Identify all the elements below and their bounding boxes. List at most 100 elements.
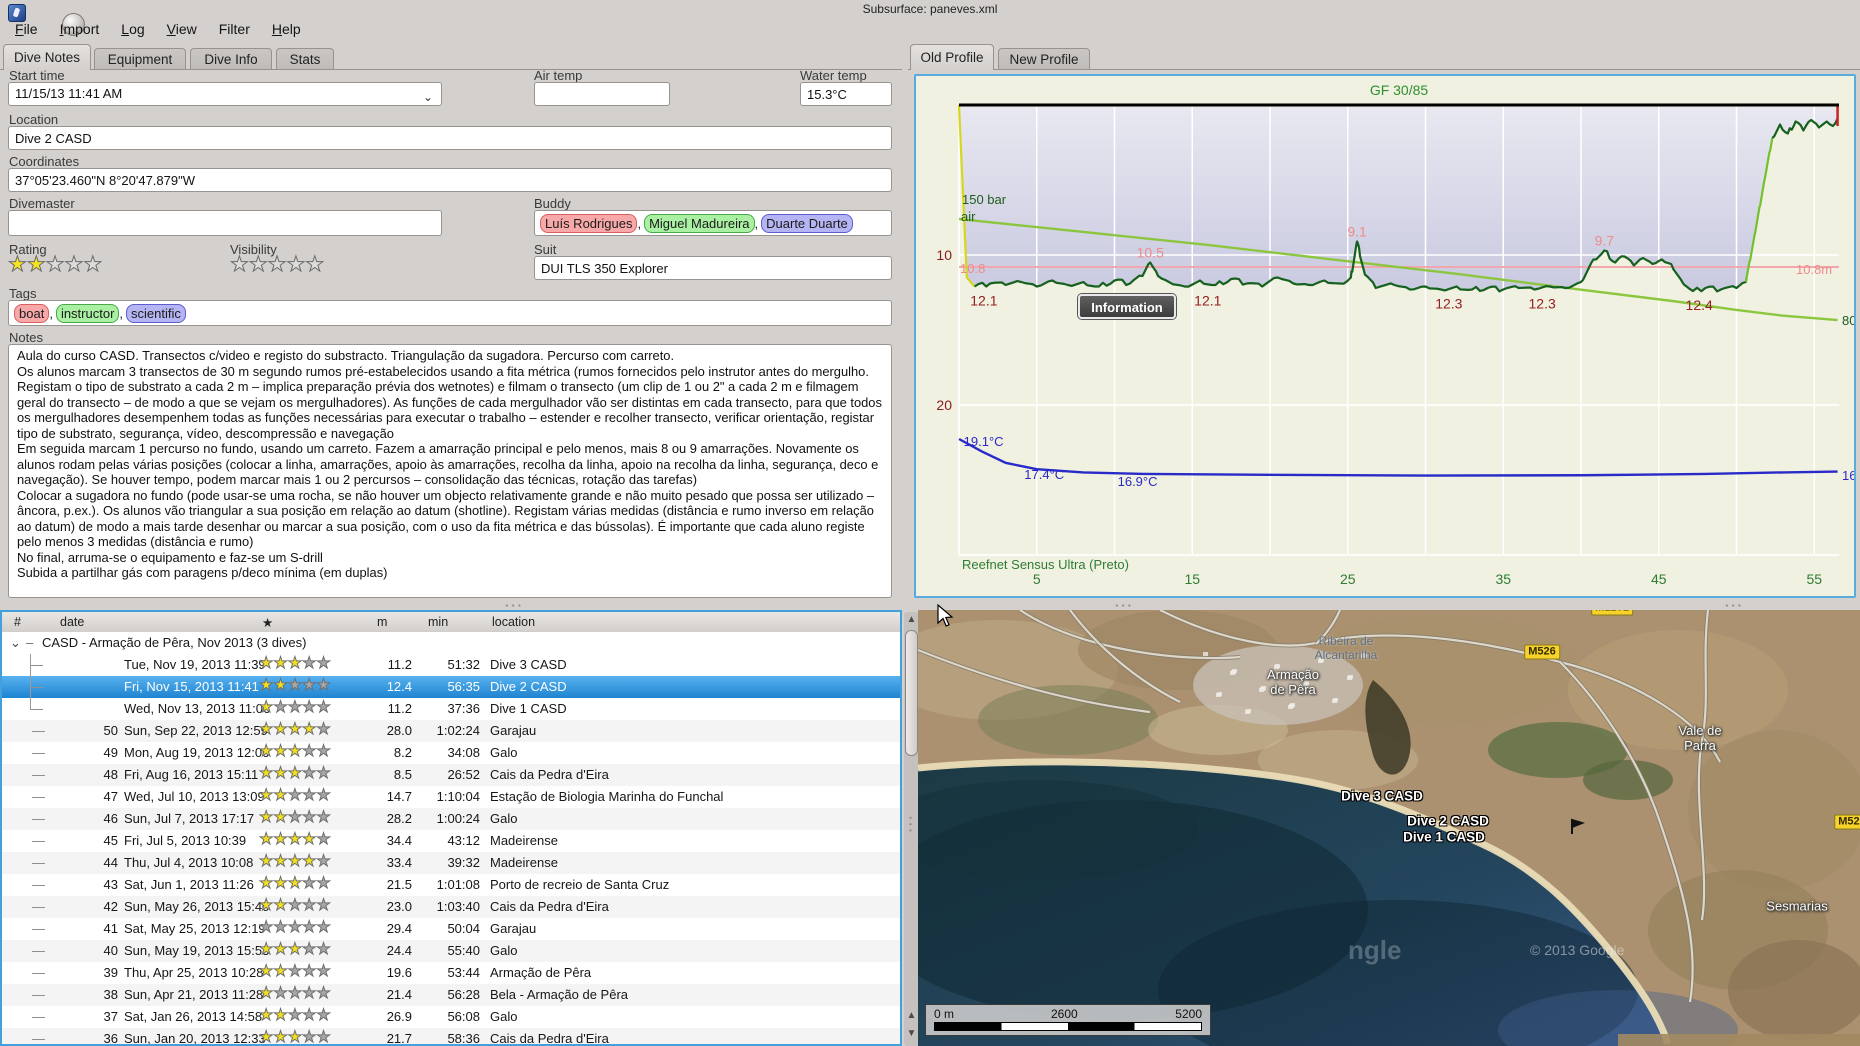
dive-row-dive-2-casd[interactable]: Fri, Nov 15, 2013 11:41 ★★★★★ 12.4 56:35 Div… [2, 676, 900, 698]
dive-duration: 1:01:08 [436, 877, 480, 892]
menu-file[interactable]: File [15, 21, 38, 37]
star-3[interactable]: ★ [267, 253, 287, 276]
svg-text:9.7: 9.7 [1595, 233, 1615, 249]
tab-dive-notes[interactable]: Dive Notes [3, 44, 91, 70]
dive-row-45[interactable]: 45 Fri, Jul 5, 2013 10:39 ★★★★★ 34.4 43:12 Ma… [2, 830, 900, 852]
dive-number: 45 [103, 833, 118, 848]
dive-row-49[interactable]: 49 Mon, Aug 19, 2013 12:06 ★★★★★ 8.2 34:08 Ga… [2, 742, 900, 764]
dive-duration: 34:08 [447, 745, 480, 760]
rating-stars[interactable]: ★ ★ ★ ★ ★ [8, 253, 103, 276]
location-field[interactable] [8, 126, 892, 150]
tab-new-profile[interactable]: New Profile [998, 48, 1090, 70]
dive-depth: 19.6 [386, 965, 412, 980]
dive-row-36[interactable]: 36 Sun, Jan 20, 2013 12:33 ★★★★★ 21.7 58:36 C… [2, 1028, 900, 1044]
dive-trip-group-row[interactable]: ⌄ – CASD - Armação de Pêra, Nov 2013 (3 di… [2, 632, 900, 654]
menu-import[interactable]: Import [59, 21, 100, 37]
visibility-stars[interactable]: ★ ★ ★ ★ ★ [230, 253, 325, 276]
chip-separator: , [754, 215, 759, 231]
scroll-up-icon[interactable]: ▲ [906, 1010, 917, 1021]
svg-text:25: 25 [1340, 571, 1356, 587]
tab-stats[interactable]: Stats [276, 48, 334, 70]
coordinates-label: Coordinates [9, 154, 80, 169]
svg-text:12.1: 12.1 [970, 293, 997, 309]
buddy-field[interactable]: Luís Rodrigues, Miguel Madureira, Duarte D… [534, 210, 892, 236]
dive-row-50[interactable]: 50 Sun, Sep 22, 2013 12:59 ★★★★★ 28.0 1:02:2… [2, 720, 900, 742]
dive-depth: 26.9 [386, 1009, 412, 1024]
dive-row-37[interactable]: 37 Sat, Jan 26, 2013 14:58 ★★★★★ 26.9 56:08 G… [2, 1006, 900, 1028]
dive-row-41[interactable]: 41 Sat, May 25, 2013 12:19 ★★★★★ 29.4 50:04 G… [2, 918, 900, 940]
star-1[interactable]: ★ [8, 253, 28, 276]
dive-row-42[interactable]: 42 Sun, May 26, 2013 15:40 ★★★★★ 23.0 1:03:4… [2, 896, 900, 918]
divemaster-field[interactable] [8, 210, 442, 236]
coordinates-field[interactable] [8, 168, 892, 192]
dive-location: Garajau [490, 723, 537, 738]
dive-site-map[interactable]: Armação de Pêra Vale de Parra Sesmarias Rib… [918, 610, 1860, 1046]
star-3[interactable]: ★ [45, 253, 65, 276]
star-2[interactable]: ★ [248, 253, 268, 276]
dive-list-header[interactable]: # date ★ m min location [2, 612, 900, 633]
menu-help[interactable]: Help [271, 21, 301, 37]
dive-rating-stars: ★★★★★ [258, 897, 331, 914]
star-2[interactable]: ★ [26, 253, 46, 276]
tab-dive-info[interactable]: Dive Info [190, 48, 272, 70]
dive-number: 40 [103, 943, 118, 958]
tags-field[interactable]: boat, instructor, scientific [8, 300, 892, 326]
scroll-up-icon[interactable]: ▲ [906, 614, 917, 625]
mouse-cursor [937, 604, 954, 627]
dive-number: 41 [103, 921, 118, 936]
dive-row-dive-3-casd[interactable]: Tue, Nov 19, 2013 11:39 ★★★★★ 11.2 51:32 Div… [2, 654, 900, 676]
dive-row-43[interactable]: 43 Sat, Jun 1, 2013 11:26 ★★★★★ 21.5 1:01:08… [2, 874, 900, 896]
dive-location: Garajau [490, 921, 537, 936]
column-header-date[interactable]: date [60, 615, 85, 629]
air-temp-field[interactable] [534, 82, 670, 106]
dive-row-39[interactable]: 39 Thu, Apr 25, 2013 10:28 ★★★★★ 19.6 53:44 A… [2, 962, 900, 984]
star-5[interactable]: ★ [305, 253, 325, 276]
svg-text:10: 10 [936, 247, 952, 263]
buddy-label: Buddy [534, 196, 571, 211]
menu-filter[interactable]: Filter [218, 21, 250, 37]
dive-row-dive-1-casd[interactable]: Wed, Nov 13, 2013 11:06 ★★★★★ 11.2 37:36 Div… [2, 698, 900, 720]
scrollbar-thumb[interactable] [905, 630, 918, 756]
dive-row-48[interactable]: 48 Fri, Aug 16, 2013 15:11 ★★★★★ 8.5 26:52 Ca… [2, 764, 900, 786]
column-header-#[interactable]: # [14, 615, 21, 629]
suit-field[interactable] [534, 256, 892, 280]
column-header-min[interactable]: min [428, 615, 449, 629]
dive-list-table[interactable]: # date ★ m min location ⌄ – CASD - Armação de Pê… [0, 610, 902, 1046]
svg-text:5: 5 [1033, 571, 1041, 587]
scroll-down-icon[interactable]: ▼ [906, 1028, 917, 1039]
notes-field[interactable]: Aula do curso CASD. Transectos c/video e… [8, 344, 892, 598]
svg-text:GF 30/85: GF 30/85 [1370, 82, 1429, 98]
star-1[interactable]: ★ [230, 253, 250, 276]
dive-row-38[interactable]: 38 Sun, Apr 21, 2013 11:28 ★★★★★ 21.4 56:28 B… [2, 984, 900, 1006]
dive-date: Sat, Jun 1, 2013 11:26 [124, 877, 254, 892]
column-header-m[interactable]: m [377, 615, 388, 629]
menu-view[interactable]: View [166, 21, 197, 37]
dive-location: Galo [490, 1009, 518, 1024]
water-temp-field[interactable] [800, 82, 892, 106]
dive-depth: 21.5 [386, 877, 412, 892]
star-4[interactable]: ★ [286, 253, 306, 276]
star-4[interactable]: ★ [64, 253, 84, 276]
tab-old-profile[interactable]: Old Profile [910, 44, 994, 70]
dive-rating-stars: ★★★★★ [258, 831, 331, 848]
dive-date: Sun, Sep 22, 2013 12:59 [124, 723, 268, 738]
profile-plot: GF 30/85 10 20 5 15 25 35 45 55 Reefnet Sensus Ul… [936, 82, 1854, 587]
expander-icon[interactable]: ⌄ [10, 635, 21, 650]
chip-miguel-madureira: Miguel Madureira [644, 213, 755, 233]
horizontal-splitter[interactable] [0, 598, 1860, 610]
dive-date: Thu, Apr 25, 2013 10:28 [124, 965, 264, 980]
dive-row-40[interactable]: 40 Sun, May 19, 2013 15:53 ★★★★★ 24.4 55:40 G… [2, 940, 900, 962]
start-time-combo[interactable]: 11/15/13 11:41 AM ⌄ [8, 82, 442, 106]
star-5[interactable]: ★ [83, 253, 103, 276]
location-label: Location [9, 112, 59, 127]
dive-row-47[interactable]: 47 Wed, Jul 10, 2013 13:09 ★★★★★ 14.7 1:10:0… [2, 786, 900, 808]
column-header-location[interactable]: location [492, 615, 536, 629]
tab-equipment[interactable]: Equipment [94, 48, 186, 70]
dive-row-46[interactable]: 46 Sun, Jul 7, 2013 17:17 ★★★★★ 28.2 1:00:24… [2, 808, 900, 830]
information-button[interactable]: Information [1078, 294, 1176, 319]
visibility-label: Visibility [230, 242, 277, 257]
dive-row-44[interactable]: 44 Thu, Jul 4, 2013 10:08 ★★★★★ 33.4 39:32 Ma… [2, 852, 900, 874]
chevron-down-icon[interactable]: ⌄ [422, 90, 433, 104]
menu-log[interactable]: Log [121, 21, 145, 37]
column-header-★[interactable]: ★ [262, 616, 274, 630]
